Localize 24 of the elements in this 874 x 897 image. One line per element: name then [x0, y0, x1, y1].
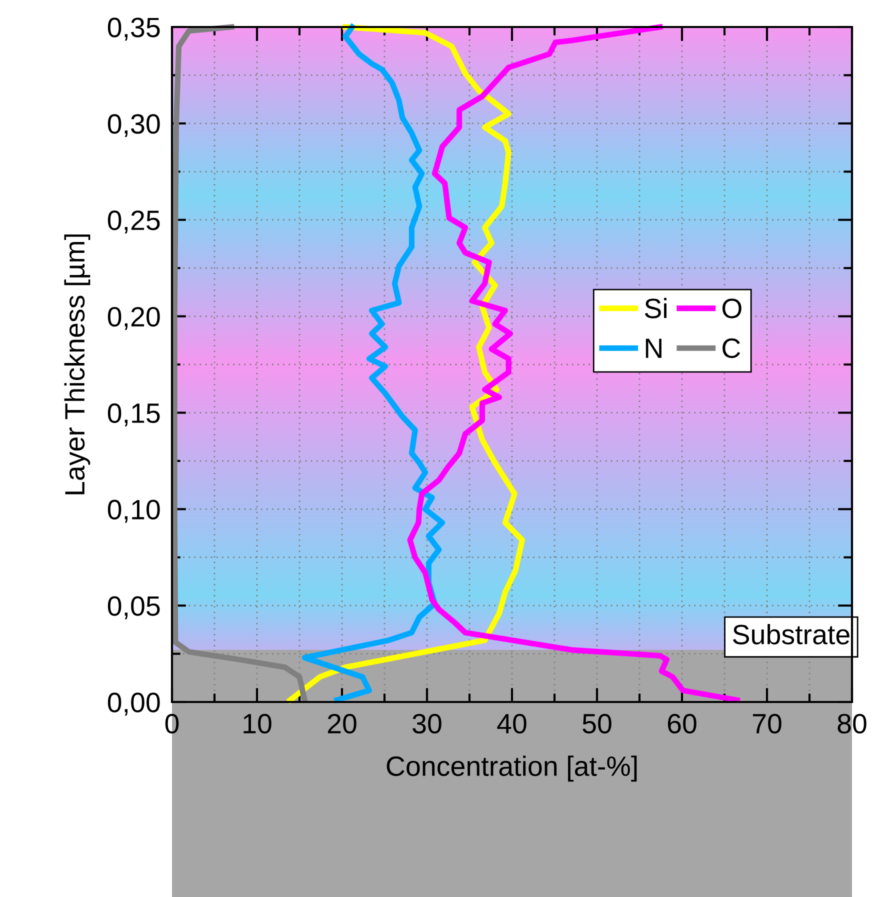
y-tick-label: 0,20	[108, 306, 160, 330]
x-tick-label: 30	[412, 714, 442, 734]
x-tick-label: 40	[497, 714, 526, 734]
x-tick-label: 0	[165, 714, 179, 734]
band-label: Substrate	[733, 624, 850, 644]
y-tick-label: 0,10	[108, 500, 160, 523]
x-tick-label: 70	[752, 714, 782, 734]
legend-label: C	[722, 338, 740, 358]
x-axis-title: Concentration [at-%]	[386, 756, 637, 782]
y-tick-label: 0,15	[108, 403, 160, 426]
y-axis-title: Layer Thickness [µm]	[64, 234, 90, 494]
y-tick-label: 0,35	[108, 18, 160, 41]
legend-label: O	[722, 298, 742, 318]
legend-label: N	[646, 338, 662, 358]
legend-label: Si	[644, 298, 666, 318]
y-tick-label: 0,05	[108, 596, 160, 620]
x-tick-label: 20	[328, 714, 356, 734]
y-tick-label: 0,30	[108, 114, 160, 138]
y-tick-label: 0,00	[108, 692, 160, 716]
x-tick-label: 60	[668, 714, 696, 734]
x-tick-label: 50	[582, 714, 612, 734]
x-tick-label: 80	[838, 714, 866, 734]
x-tick-label: 10	[244, 714, 272, 734]
y-tick-label: 0,25	[108, 210, 160, 234]
